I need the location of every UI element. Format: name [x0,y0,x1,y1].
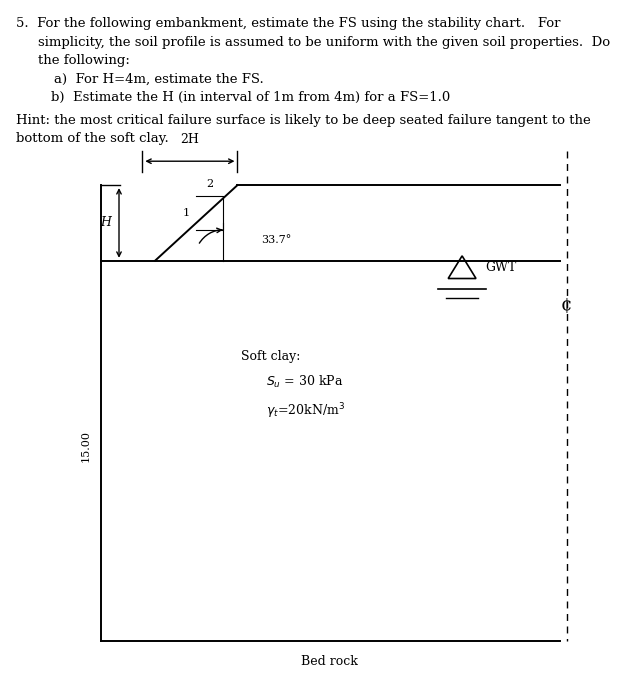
Text: H: H [101,217,111,229]
Text: Soft clay:: Soft clay: [241,350,300,363]
Text: 5.  For the following embankment, estimate the FS using the stability chart.   F: 5. For the following embankment, estimat… [16,17,560,30]
Text: Hint: the most critical failure surface is likely to be deep seated failure tang: Hint: the most critical failure surface … [16,114,591,127]
Text: 33.7°: 33.7° [261,235,291,245]
Text: Bed rock: Bed rock [301,655,358,668]
Text: ¢: ¢ [561,296,572,314]
Text: GWT: GWT [486,261,517,274]
Text: b)  Estimate the H (in interval of 1m from 4m) for a FS=1.0: b) Estimate the H (in interval of 1m fro… [51,91,450,104]
Text: the following:: the following: [38,54,130,67]
Text: 2H: 2H [180,133,199,146]
Text: simplicity, the soil profile is assumed to be uniform with the given soil proper: simplicity, the soil profile is assumed … [38,36,610,49]
Text: 15.00: 15.00 [80,430,91,462]
Text: bottom of the soft clay.: bottom of the soft clay. [16,132,168,145]
Text: $S_u$ = 30 kPa: $S_u$ = 30 kPa [266,374,343,390]
Text: $\gamma_t$=20kN/m$^3$: $\gamma_t$=20kN/m$^3$ [266,401,345,421]
Text: 1: 1 [183,208,190,217]
Text: a)  For H=4m, estimate the FS.: a) For H=4m, estimate the FS. [54,73,263,86]
Text: 2: 2 [206,178,213,189]
